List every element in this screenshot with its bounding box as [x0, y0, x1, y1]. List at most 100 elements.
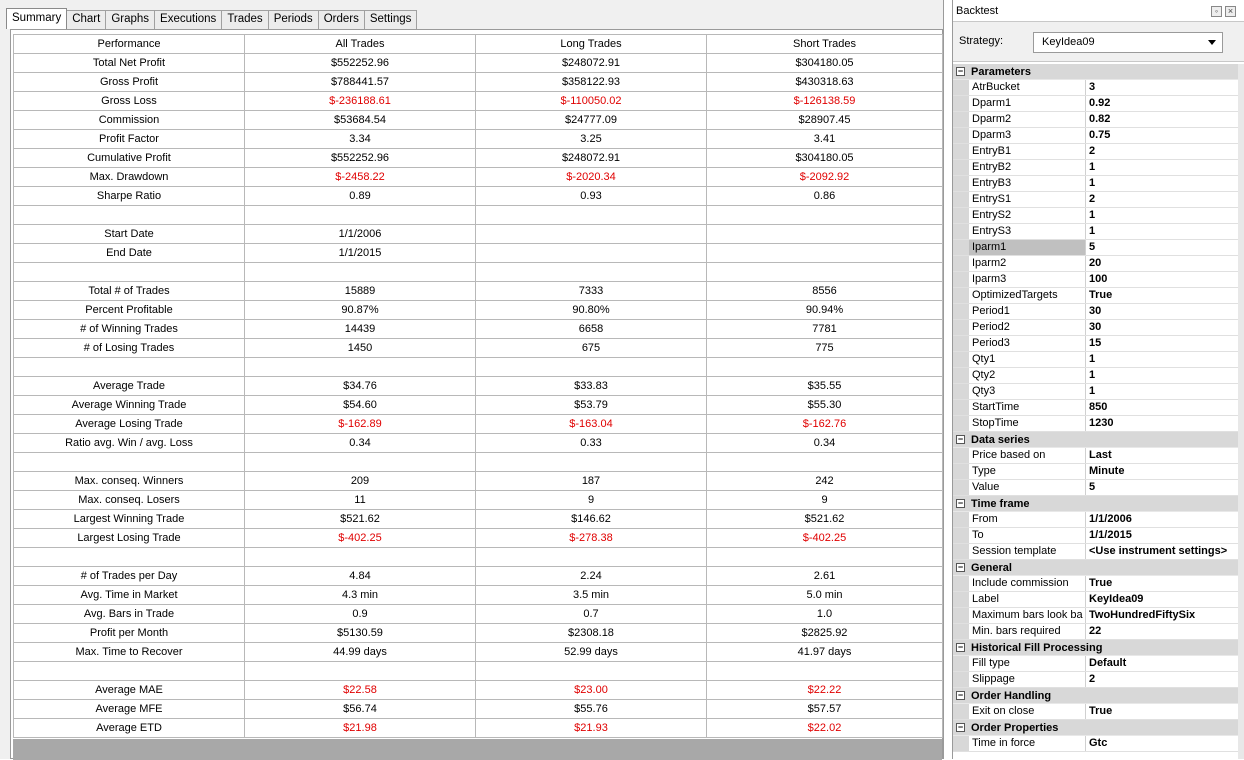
category-time-frame[interactable]: − Time frame	[953, 496, 1239, 512]
column-header[interactable]: Performance	[13, 34, 245, 54]
property-value[interactable]: 2	[1089, 145, 1096, 157]
property-row[interactable]: Iparm2 20	[953, 256, 1239, 272]
tab-settings[interactable]: Settings	[363, 10, 418, 29]
property-value[interactable]: 20	[1089, 257, 1102, 269]
property-value[interactable]: <Use instrument settings>	[1089, 545, 1228, 557]
property-row[interactable]: Period3 15	[953, 336, 1239, 352]
property-row[interactable]: StartTime 850	[953, 400, 1239, 416]
property-row[interactable]: Dparm3 0.75	[953, 128, 1239, 144]
property-row[interactable]: Qty3 1	[953, 384, 1239, 400]
tab-summary[interactable]: Summary	[6, 8, 68, 29]
column-header[interactable]: Short Trades	[706, 34, 943, 54]
property-value[interactable]: 1/1/2006	[1089, 513, 1132, 525]
property-row[interactable]: To 1/1/2015	[953, 528, 1239, 544]
category-data-series[interactable]: − Data series	[953, 432, 1239, 448]
collapse-icon[interactable]: −	[956, 498, 965, 508]
property-grid-scrollbar[interactable]	[1238, 64, 1244, 759]
property-value[interactable]: Default	[1089, 657, 1127, 669]
collapse-icon[interactable]: −	[956, 562, 965, 572]
property-value[interactable]: 2	[1089, 673, 1096, 685]
property-value[interactable]: 15	[1089, 337, 1102, 349]
property-value[interactable]: 0.82	[1089, 113, 1111, 125]
property-row[interactable]: Price based on Last	[953, 448, 1239, 464]
tab-graphs[interactable]: Graphs	[105, 10, 156, 29]
property-row[interactable]: Dparm2 0.82	[953, 112, 1239, 128]
property-value[interactable]: 0.92	[1089, 97, 1111, 109]
property-value[interactable]: 0.75	[1089, 129, 1111, 141]
tab-periods[interactable]: Periods	[267, 10, 319, 29]
column-header[interactable]: All Trades	[244, 34, 476, 54]
property-row[interactable]: Maximum bars look ba TwoHundredFiftySix	[953, 608, 1239, 624]
property-row[interactable]: Exit on close True	[953, 704, 1239, 720]
property-row[interactable]: EntryS2 1	[953, 208, 1239, 224]
category-general[interactable]: − General	[953, 560, 1239, 576]
property-value[interactable]: TwoHundredFiftySix	[1089, 609, 1196, 621]
property-value[interactable]: 1	[1089, 385, 1096, 397]
property-value[interactable]: True	[1089, 577, 1113, 589]
property-row[interactable]: EntryB3 1	[953, 176, 1239, 192]
column-header[interactable]: Long Trades	[475, 34, 707, 54]
property-row[interactable]: Iparm3 100	[953, 272, 1239, 288]
property-value[interactable]: Last	[1089, 449, 1112, 461]
tab-trades[interactable]: Trades	[221, 10, 269, 29]
tab-executions[interactable]: Executions	[154, 10, 223, 29]
category-order-handling[interactable]: − Order Handling	[953, 688, 1239, 704]
property-row[interactable]: Label KeyIdea09	[953, 592, 1239, 608]
collapse-icon[interactable]: −	[956, 722, 965, 732]
property-value[interactable]: 1	[1089, 225, 1096, 237]
collapse-icon[interactable]: −	[956, 642, 965, 652]
property-row[interactable]: Qty1 1	[953, 352, 1239, 368]
property-value[interactable]: 30	[1089, 321, 1102, 333]
property-row[interactable]: AtrBucket 3	[953, 80, 1239, 96]
property-row[interactable]: Fill type Default	[953, 656, 1239, 672]
property-row[interactable]: Session template <Use instrument settings…	[953, 544, 1239, 560]
property-row[interactable]: From 1/1/2006	[953, 512, 1239, 528]
strategy-select[interactable]: KeyIdea09	[1033, 32, 1223, 53]
property-value[interactable]: 1	[1089, 369, 1096, 381]
category-historical-fill-processing[interactable]: − Historical Fill Processing	[953, 640, 1239, 656]
property-row[interactable]: Dparm1 0.92	[953, 96, 1239, 112]
property-value[interactable]: KeyIdea09	[1089, 593, 1144, 605]
property-row[interactable]: Slippage 2	[953, 672, 1239, 688]
property-row[interactable]: EntryS3 1	[953, 224, 1239, 240]
tab-orders[interactable]: Orders	[317, 10, 365, 29]
property-value[interactable]: 3	[1089, 81, 1096, 93]
property-row[interactable]: EntryB2 1	[953, 160, 1239, 176]
property-value[interactable]: 1	[1089, 177, 1096, 189]
property-row[interactable]: Include commission True	[953, 576, 1239, 592]
property-value[interactable]: 5	[1089, 481, 1096, 493]
collapse-icon[interactable]: −	[956, 690, 965, 700]
property-value[interactable]: 22	[1089, 625, 1102, 637]
property-value[interactable]: 1	[1089, 353, 1096, 365]
property-value[interactable]: True	[1089, 289, 1113, 301]
property-value[interactable]: Minute	[1089, 465, 1125, 477]
property-value[interactable]: 1230	[1089, 417, 1114, 429]
property-row[interactable]: Type Minute	[953, 464, 1239, 480]
property-row[interactable]: StopTime 1230	[953, 416, 1239, 432]
property-value[interactable]: 850	[1089, 401, 1108, 413]
tab-chart[interactable]: Chart	[66, 10, 107, 29]
category-order-properties[interactable]: − Order Properties	[953, 720, 1239, 736]
pin-icon[interactable]: ◦	[1211, 6, 1222, 17]
property-value[interactable]: Gtc	[1089, 737, 1108, 749]
property-value[interactable]: 2	[1089, 193, 1096, 205]
property-row[interactable]: OptimizedTargets True	[953, 288, 1239, 304]
property-row[interactable]: Iparm1 5	[953, 240, 1239, 256]
collapse-icon[interactable]: −	[956, 434, 965, 444]
property-row[interactable]: Min. bars required 22	[953, 624, 1239, 640]
category-parameters[interactable]: − Parameters	[953, 64, 1239, 80]
property-value[interactable]: 1	[1089, 209, 1096, 221]
property-value[interactable]: 1	[1089, 161, 1096, 173]
property-row[interactable]: EntryB1 2	[953, 144, 1239, 160]
property-value[interactable]: True	[1089, 705, 1113, 717]
property-value[interactable]: 30	[1089, 305, 1102, 317]
property-value[interactable]: 1/1/2015	[1089, 529, 1132, 541]
close-icon[interactable]: ×	[1225, 6, 1236, 17]
property-row[interactable]: Qty2 1	[953, 368, 1239, 384]
property-row[interactable]: EntryS1 2	[953, 192, 1239, 208]
property-value[interactable]: 5	[1089, 241, 1096, 253]
property-row[interactable]: Period1 30	[953, 304, 1239, 320]
property-row[interactable]: Period2 30	[953, 320, 1239, 336]
property-row[interactable]: Value 5	[953, 480, 1239, 496]
property-value[interactable]: 100	[1089, 273, 1108, 285]
